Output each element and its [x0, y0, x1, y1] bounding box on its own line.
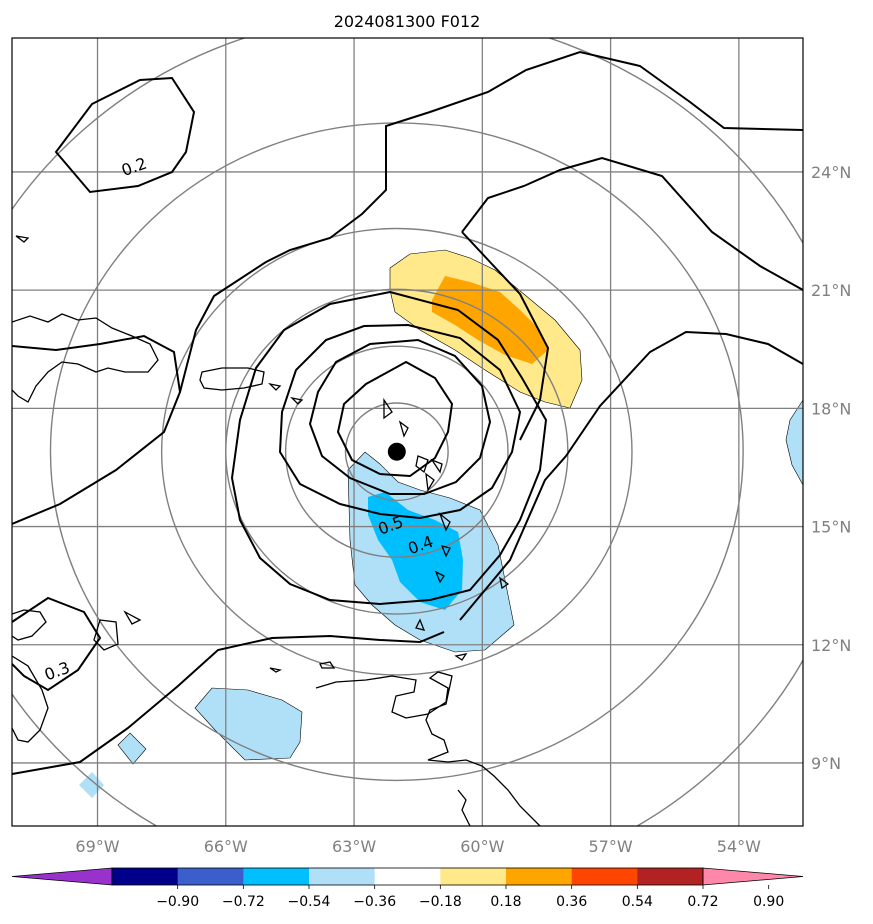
lat-tick-label: 24°N [811, 163, 851, 182]
lat-tick-label: 15°N [811, 518, 851, 537]
colorbar-segment [112, 868, 178, 885]
hispaniola-coast [12, 314, 158, 402]
colorbar-tick-label: −0.18 [419, 894, 462, 910]
contour-outer-ne [462, 158, 803, 290]
map-title: 2024081300 F012 [334, 12, 481, 31]
contour-label: 0.3 [42, 658, 72, 685]
negative-anomaly-east [786, 400, 803, 485]
lat-tick-label: 21°N [811, 281, 851, 300]
colorbar-segment [309, 868, 375, 885]
colorbar-segment [506, 868, 572, 885]
colorbar-tick-label: −0.72 [222, 894, 265, 910]
colorbar-segment [243, 868, 309, 885]
colorbar-segment [375, 868, 441, 885]
lat-tick-label: 9°N [811, 754, 841, 773]
colorbar-segment [178, 868, 244, 885]
colorbar-tick-label: −0.36 [353, 894, 396, 910]
colorbar-extend-low [12, 868, 112, 885]
colorbar-tick-label: −0.54 [288, 894, 331, 910]
colorbar-tick-label: 0.18 [490, 894, 521, 910]
colorbar-tick-label: 0.90 [753, 894, 784, 910]
jamaica-coast [12, 610, 46, 640]
lon-tick-label: 57°W [589, 837, 633, 856]
lat-tick-label: 12°N [811, 636, 851, 655]
map-area: 0.20.30.50.4 [0, 13, 859, 890]
map-frame [12, 38, 803, 826]
colorbar-tick-label: −0.90 [156, 894, 199, 910]
latitude-labels: 9°N 12°N 15°N 18°N 21°N 24°N [811, 163, 851, 773]
guyana-coast [458, 790, 470, 826]
negative-anomaly-small-1 [118, 733, 146, 764]
colorbar-tick-label: 0.54 [622, 894, 653, 910]
storm-center-marker [388, 443, 406, 461]
colorbar-tick-label: 0.72 [687, 894, 718, 910]
lat-tick-label: 18°N [811, 399, 851, 418]
colorbar-segment [440, 868, 506, 885]
contour-label: 0.2 [119, 154, 149, 181]
lon-tick-label: 66°W [204, 837, 248, 856]
colorbar: −0.90 −0.72 −0.54 −0.36 −0.18 0.18 0.36 0.54 0.7… [12, 868, 803, 910]
colorbar-segment [637, 868, 703, 885]
negative-anomaly-small-2 [79, 772, 104, 798]
lon-tick-label: 63°W [332, 837, 376, 856]
lon-tick-label: 54°W [717, 837, 761, 856]
colorbar-tick-label: 0.36 [556, 894, 587, 910]
lon-tick-label: 60°W [460, 837, 504, 856]
lon-tick-label: 69°W [75, 837, 119, 856]
grid-lines [12, 38, 803, 826]
venezuela-coast [316, 672, 540, 826]
colorbar-segment [572, 868, 638, 885]
colorbar-extend-high [703, 868, 803, 885]
longitude-labels: 69°W 66°W 63°W 60°W 57°W 54°W [75, 837, 761, 856]
